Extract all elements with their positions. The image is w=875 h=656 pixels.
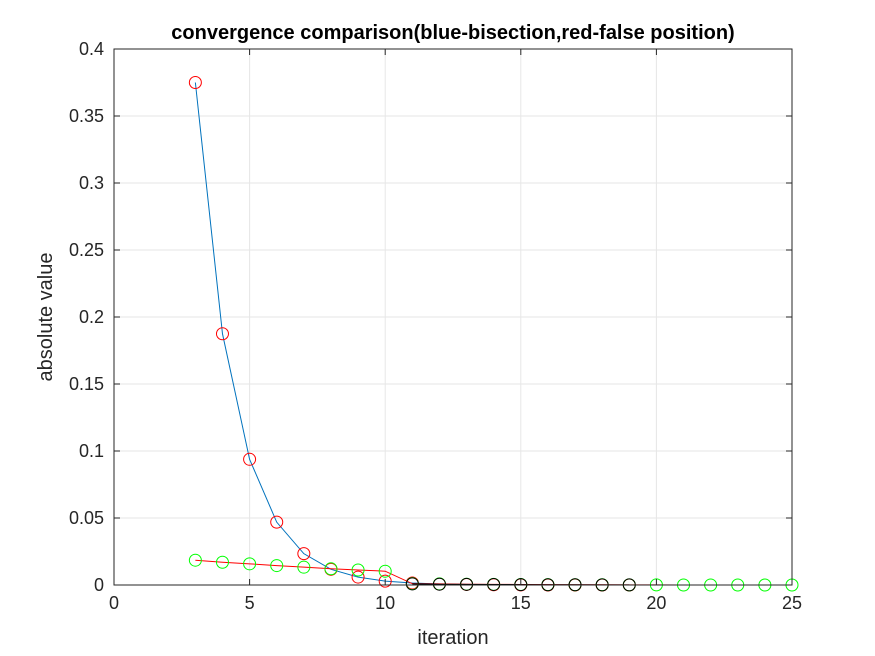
series-0-point	[215, 327, 229, 341]
y-tick-label: 0.1	[79, 441, 104, 461]
series-2-point	[432, 577, 446, 591]
y-tick-label: 0.35	[69, 106, 104, 126]
y-tick-label: 0	[94, 575, 104, 595]
y-tick-label: 0.05	[69, 508, 104, 528]
y-tick-label: 0.25	[69, 240, 104, 260]
axis-ticks: 0 5 10 15 20 25 0 0.05 0.1 0.15 0.2 0.25 0.3 0.35 0.4	[69, 39, 802, 613]
series-0-point	[351, 570, 365, 584]
series-1-point	[378, 564, 392, 578]
x-tick-label: 5	[245, 593, 255, 613]
x-tick-label: 25	[782, 593, 802, 613]
y-axis-label: absolute value	[35, 253, 57, 382]
x-tick-label: 10	[375, 593, 395, 613]
y-tick-label: 0.3	[79, 173, 104, 193]
series-1-point	[351, 563, 365, 577]
series-1-point	[215, 555, 229, 569]
series-0-point	[297, 547, 311, 561]
series-0-point	[243, 452, 257, 466]
series-1-point	[297, 560, 311, 574]
series-1-point	[188, 553, 202, 567]
x-tick-label: 0	[109, 593, 119, 613]
x-tick-label: 15	[511, 593, 531, 613]
series-0-point	[270, 515, 284, 529]
series-2-point	[487, 577, 501, 591]
x-tick-label: 20	[646, 593, 666, 613]
chart-title: convergence comparison(blue-bisection,re…	[171, 22, 734, 44]
x-axis-label: iteration	[417, 627, 488, 649]
series-2-point	[405, 577, 419, 591]
series-1-point	[270, 559, 284, 573]
y-tick-label: 0.15	[69, 374, 104, 394]
y-tick-label: 0.2	[79, 307, 104, 327]
series-0-point	[378, 574, 392, 588]
series-1-point	[243, 557, 257, 571]
y-tick-label: 0.4	[79, 39, 104, 59]
series-1-point	[324, 562, 338, 576]
series-2-point	[460, 577, 474, 591]
series-0-point	[188, 76, 202, 89]
